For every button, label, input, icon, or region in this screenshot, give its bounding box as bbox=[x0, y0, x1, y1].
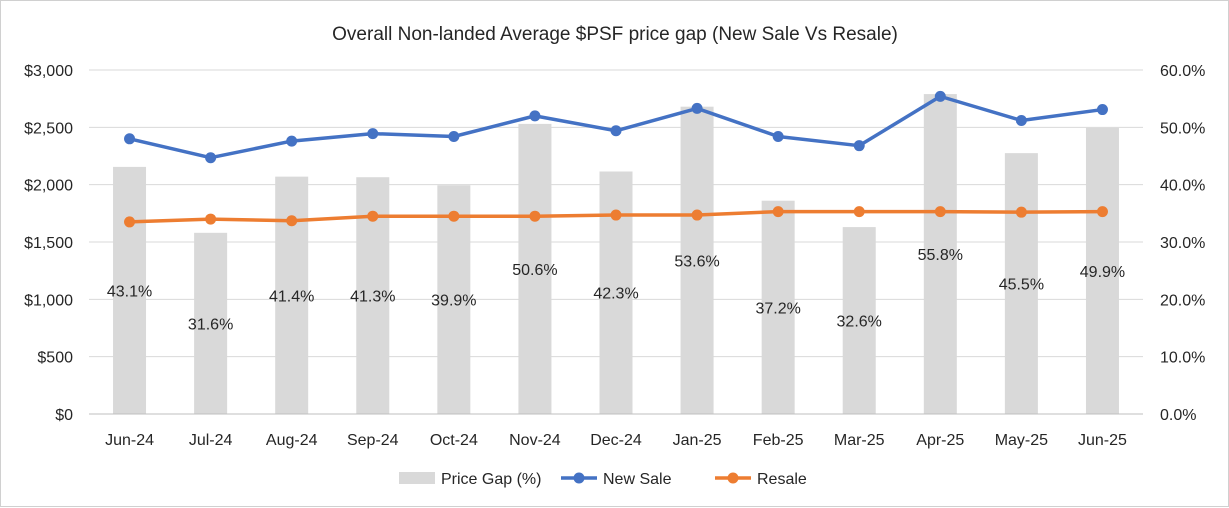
point-new-sale bbox=[529, 110, 541, 122]
legend-label-price-gap: Price Gap (%) bbox=[441, 471, 541, 488]
legend-marker-resale bbox=[727, 472, 739, 484]
point-resale bbox=[529, 210, 541, 222]
point-resale bbox=[205, 213, 217, 225]
x-tick-label: Sep-24 bbox=[347, 432, 399, 449]
point-new-sale bbox=[1015, 114, 1027, 126]
point-new-sale bbox=[691, 102, 703, 114]
point-resale bbox=[772, 206, 784, 218]
bar-data-label: 45.5% bbox=[999, 277, 1044, 294]
bar-price-gap bbox=[923, 94, 957, 414]
point-new-sale bbox=[205, 152, 217, 164]
point-resale bbox=[934, 206, 946, 218]
y-right-tick-label: 60.0% bbox=[1160, 63, 1205, 80]
bar-data-label: 32.6% bbox=[837, 314, 882, 331]
x-tick-label: Jun-25 bbox=[1078, 432, 1127, 449]
bar-data-label: 37.2% bbox=[755, 300, 800, 317]
bar-data-label: 53.6% bbox=[674, 253, 719, 270]
point-resale bbox=[448, 210, 460, 222]
bar-price-gap bbox=[437, 185, 471, 414]
bar-data-label: 42.3% bbox=[593, 286, 638, 303]
point-new-sale bbox=[853, 140, 865, 152]
point-new-sale bbox=[1096, 104, 1108, 116]
x-tick-label: Aug-24 bbox=[266, 432, 318, 449]
bar-price-gap bbox=[1085, 127, 1119, 414]
point-resale bbox=[691, 209, 703, 221]
y-left-tick-label: $1,500 bbox=[24, 235, 73, 252]
x-tick-label: Dec-24 bbox=[590, 432, 642, 449]
x-tick-label: Jan-25 bbox=[673, 432, 722, 449]
bar-price-gap bbox=[194, 232, 228, 414]
point-new-sale bbox=[772, 131, 784, 143]
y-left-tick-label: $500 bbox=[37, 350, 73, 367]
x-tick-label: Feb-25 bbox=[753, 432, 804, 449]
point-resale bbox=[286, 215, 298, 227]
point-new-sale bbox=[286, 135, 298, 147]
bar-price-gap bbox=[518, 123, 552, 414]
y-right-tick-label: 40.0% bbox=[1160, 178, 1205, 195]
point-resale bbox=[367, 210, 379, 222]
x-tick-label: Mar-25 bbox=[834, 432, 885, 449]
y-right-tick-label: 10.0% bbox=[1160, 350, 1205, 367]
bar-data-label: 50.6% bbox=[512, 262, 557, 279]
y-right-tick-label: 50.0% bbox=[1160, 120, 1205, 137]
point-resale bbox=[124, 216, 136, 228]
y-right-tick-label: 0.0% bbox=[1160, 407, 1196, 424]
chart-title: Overall Non-landed Average $PSF price ga… bbox=[332, 24, 898, 45]
x-tick-label: May-25 bbox=[995, 432, 1048, 449]
x-tick-label: Jul-24 bbox=[189, 432, 233, 449]
bar-price-gap bbox=[113, 166, 147, 414]
point-resale bbox=[1096, 206, 1108, 218]
point-new-sale bbox=[367, 128, 379, 140]
bar-data-label: 41.4% bbox=[269, 288, 314, 305]
point-new-sale bbox=[934, 90, 946, 102]
bar-data-label: 39.9% bbox=[431, 293, 476, 310]
point-new-sale bbox=[610, 125, 622, 137]
point-new-sale bbox=[124, 133, 136, 145]
y-right-tick-label: 30.0% bbox=[1160, 235, 1205, 252]
bar-price-gap bbox=[761, 200, 795, 414]
point-resale bbox=[610, 209, 622, 221]
point-resale bbox=[1015, 206, 1027, 218]
x-tick-label: Apr-25 bbox=[916, 432, 964, 449]
x-tick-label: Jun-24 bbox=[105, 432, 154, 449]
point-resale bbox=[853, 206, 865, 218]
bar-data-label: 31.6% bbox=[188, 316, 233, 333]
y-left-tick-label: $3,000 bbox=[24, 63, 73, 80]
y-left-tick-label: $0 bbox=[55, 407, 73, 424]
bar-data-label: 55.8% bbox=[918, 247, 963, 264]
bar-price-gap bbox=[1004, 153, 1038, 414]
y-left-tick-label: $1,000 bbox=[24, 292, 73, 309]
bar-data-label: 49.9% bbox=[1080, 264, 1125, 281]
legend-marker-new-sale bbox=[573, 472, 585, 484]
bar-price-gap bbox=[842, 227, 876, 414]
legend-label-resale: Resale bbox=[757, 471, 807, 488]
y-left-tick-label: $2,000 bbox=[24, 178, 73, 195]
x-tick-label: Oct-24 bbox=[430, 432, 478, 449]
legend-swatch-price-gap bbox=[399, 472, 435, 484]
bar-data-label: 41.3% bbox=[350, 289, 395, 306]
y-right-tick-label: 20.0% bbox=[1160, 292, 1205, 309]
bar-price-gap bbox=[680, 106, 714, 415]
x-tick-label: Nov-24 bbox=[509, 432, 561, 449]
point-new-sale bbox=[448, 131, 460, 143]
y-left-tick-label: $2,500 bbox=[24, 120, 73, 137]
legend-label-new-sale: New Sale bbox=[603, 471, 672, 488]
bar-data-label: 43.1% bbox=[107, 283, 152, 300]
